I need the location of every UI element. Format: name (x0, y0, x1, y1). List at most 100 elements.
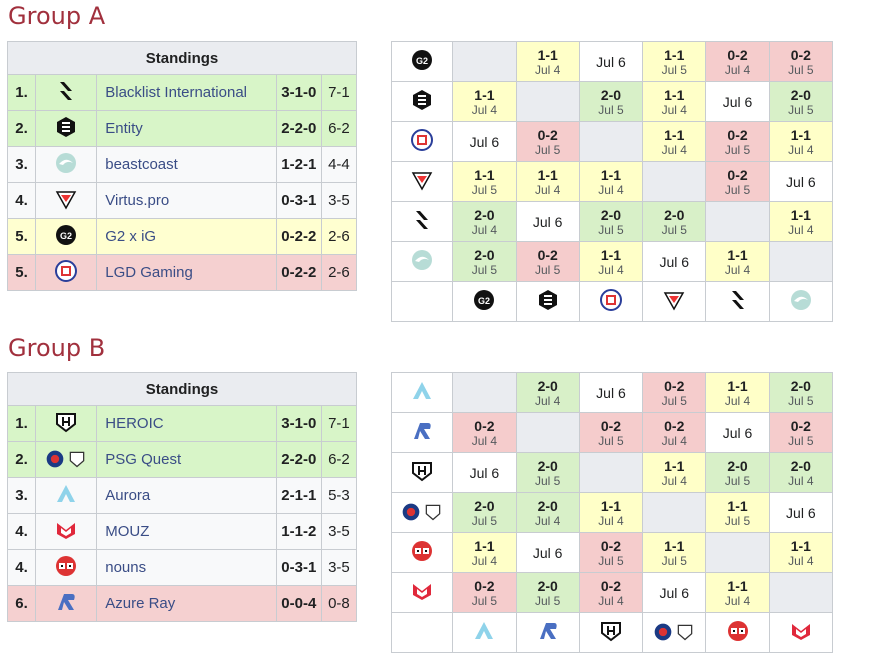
blacklist-logo[interactable] (410, 208, 434, 232)
mouz-logo[interactable] (789, 619, 813, 643)
nouns-logo[interactable] (54, 554, 78, 578)
blacklist-logo[interactable] (54, 79, 78, 103)
entity-logo[interactable] (410, 88, 434, 112)
aurora-logo[interactable] (472, 619, 496, 643)
g2ig-logo[interactable]: G2 (472, 288, 496, 312)
heroic-logo[interactable] (599, 619, 623, 643)
team-name-link[interactable]: nouns (96, 549, 277, 586)
match-cell[interactable]: 2-0 Jul 4 (452, 201, 517, 242)
match-cell[interactable]: 1-1 Jul 5 (705, 492, 770, 533)
match-cell[interactable]: 1-1 Jul 4 (578, 492, 644, 533)
blacklist-logo[interactable] (726, 288, 750, 312)
team-name-link[interactable]: Azure Ray (96, 585, 277, 622)
lgd-logo[interactable] (599, 288, 623, 312)
match-cell[interactable]: 1-1 Jul 4 (578, 241, 644, 282)
team-name-link[interactable]: LGD Gaming (96, 254, 277, 291)
match-cell-upcoming[interactable]: Jul 6 (768, 492, 834, 533)
match-cell[interactable]: 2-0 Jul 5 (768, 81, 834, 122)
psg-quest-logo[interactable] (402, 500, 441, 524)
match-cell[interactable]: 1-1 Jul 5 (642, 532, 707, 573)
match-cell[interactable]: 1-1 Jul 4 (642, 121, 707, 162)
match-cell[interactable]: 2-0 Jul 5 (705, 452, 770, 493)
match-cell[interactable]: 1-1 Jul 4 (452, 81, 517, 122)
match-cell[interactable]: 0-2 Jul 5 (705, 161, 770, 202)
virtuspro-logo[interactable] (54, 187, 78, 211)
match-cell[interactable]: 1-1 Jul 4 (515, 161, 580, 202)
match-cell[interactable]: 1-1 Jul 4 (768, 532, 834, 573)
match-cell[interactable]: 0-2 Jul 5 (578, 532, 644, 573)
team-name-link[interactable]: G2 x iG (96, 218, 277, 255)
mouz-logo[interactable] (54, 518, 78, 542)
match-cell[interactable]: 1-1 Jul 4 (515, 41, 580, 82)
team-name-link[interactable]: beastcoast (96, 146, 277, 183)
team-name-link[interactable]: PSG Quest (96, 441, 277, 478)
match-cell[interactable]: 0-2 Jul 5 (768, 412, 834, 453)
aurora-logo[interactable] (410, 379, 434, 403)
match-cell-upcoming[interactable]: Jul 6 (642, 572, 707, 613)
match-cell[interactable]: 2-0 Jul 4 (768, 452, 834, 493)
lgd-logo[interactable] (54, 259, 78, 283)
psg-quest-logo[interactable] (46, 447, 85, 471)
team-name-link[interactable]: Blacklist International (96, 74, 277, 111)
psg-quest-logo[interactable] (654, 620, 693, 644)
team-name-link[interactable]: HEROIC (96, 405, 277, 442)
match-cell[interactable]: 1-1 Jul 5 (642, 41, 707, 82)
match-cell-upcoming[interactable]: Jul 6 (705, 81, 770, 122)
match-cell-upcoming[interactable]: Jul 6 (515, 201, 580, 242)
match-cell[interactable]: 1-1 Jul 4 (578, 161, 644, 202)
match-cell-upcoming[interactable]: Jul 6 (515, 532, 580, 573)
match-cell[interactable]: 0-2 Jul 4 (705, 41, 770, 82)
match-cell-upcoming[interactable]: Jul 6 (578, 41, 644, 82)
match-cell[interactable]: 0-2 Jul 4 (642, 412, 707, 453)
match-cell[interactable]: 2-0 Jul 5 (642, 201, 707, 242)
nouns-logo[interactable] (726, 619, 750, 643)
match-cell[interactable]: 2-0 Jul 5 (515, 572, 580, 613)
lgd-logo[interactable] (410, 128, 434, 152)
match-cell[interactable]: 1-1 Jul 4 (705, 572, 770, 613)
match-cell-upcoming[interactable]: Jul 6 (452, 452, 517, 493)
beastcoast-logo[interactable] (410, 248, 434, 272)
match-cell[interactable]: 0-2 Jul 5 (452, 572, 517, 613)
match-cell[interactable]: 0-2 Jul 5 (768, 41, 834, 82)
match-cell[interactable]: 2-0 Jul 4 (515, 372, 580, 413)
azure-ray-logo[interactable] (54, 590, 78, 614)
match-cell[interactable]: 0-2 Jul 5 (642, 372, 707, 413)
match-cell[interactable]: 2-0 Jul 5 (452, 241, 517, 282)
azure-ray-logo[interactable] (536, 619, 560, 643)
match-cell-upcoming[interactable]: Jul 6 (705, 412, 770, 453)
match-cell[interactable]: 1-1 Jul 5 (452, 161, 517, 202)
team-name-link[interactable]: Entity (96, 110, 277, 147)
match-cell[interactable]: 1-1 Jul 4 (642, 452, 707, 493)
match-cell[interactable]: 2-0 Jul 5 (768, 372, 834, 413)
match-cell-upcoming[interactable]: Jul 6 (768, 161, 834, 202)
match-cell[interactable]: 2-0 Jul 5 (452, 492, 517, 533)
match-cell-upcoming[interactable]: Jul 6 (642, 241, 707, 282)
nouns-logo[interactable] (410, 539, 434, 563)
match-cell[interactable]: 0-2 Jul 4 (578, 572, 644, 613)
match-cell[interactable]: 1-1 Jul 4 (642, 81, 707, 122)
heroic-logo[interactable] (410, 459, 434, 483)
match-cell[interactable]: 1-1 Jul 4 (705, 372, 770, 413)
team-name-link[interactable]: Aurora (96, 477, 277, 514)
aurora-logo[interactable] (54, 482, 78, 506)
match-cell[interactable]: 0-2 Jul 5 (705, 121, 770, 162)
g2ig-logo[interactable]: G2 (54, 223, 78, 247)
match-cell[interactable]: 1-1 Jul 4 (705, 241, 770, 282)
team-name-link[interactable]: MOUZ (96, 513, 277, 550)
team-name-link[interactable]: Virtus.pro (96, 182, 277, 219)
g2ig-logo[interactable]: G2 (410, 48, 434, 72)
match-cell[interactable]: 0-2 Jul 5 (515, 241, 580, 282)
mouz-logo[interactable] (410, 579, 434, 603)
heroic-logo[interactable] (54, 410, 78, 434)
match-cell[interactable]: 0-2 Jul 5 (578, 412, 644, 453)
match-cell[interactable]: 0-2 Jul 4 (452, 412, 517, 453)
match-cell[interactable]: 2-0 Jul 5 (578, 81, 644, 122)
match-cell[interactable]: 2-0 Jul 4 (515, 492, 580, 533)
azure-ray-logo[interactable] (410, 419, 434, 443)
entity-logo[interactable] (54, 115, 78, 139)
match-cell[interactable]: 0-2 Jul 5 (515, 121, 580, 162)
beastcoast-logo[interactable] (789, 288, 813, 312)
match-cell[interactable]: 1-1 Jul 4 (768, 121, 834, 162)
match-cell[interactable]: 2-0 Jul 5 (515, 452, 580, 493)
match-cell-upcoming[interactable]: Jul 6 (578, 372, 644, 413)
